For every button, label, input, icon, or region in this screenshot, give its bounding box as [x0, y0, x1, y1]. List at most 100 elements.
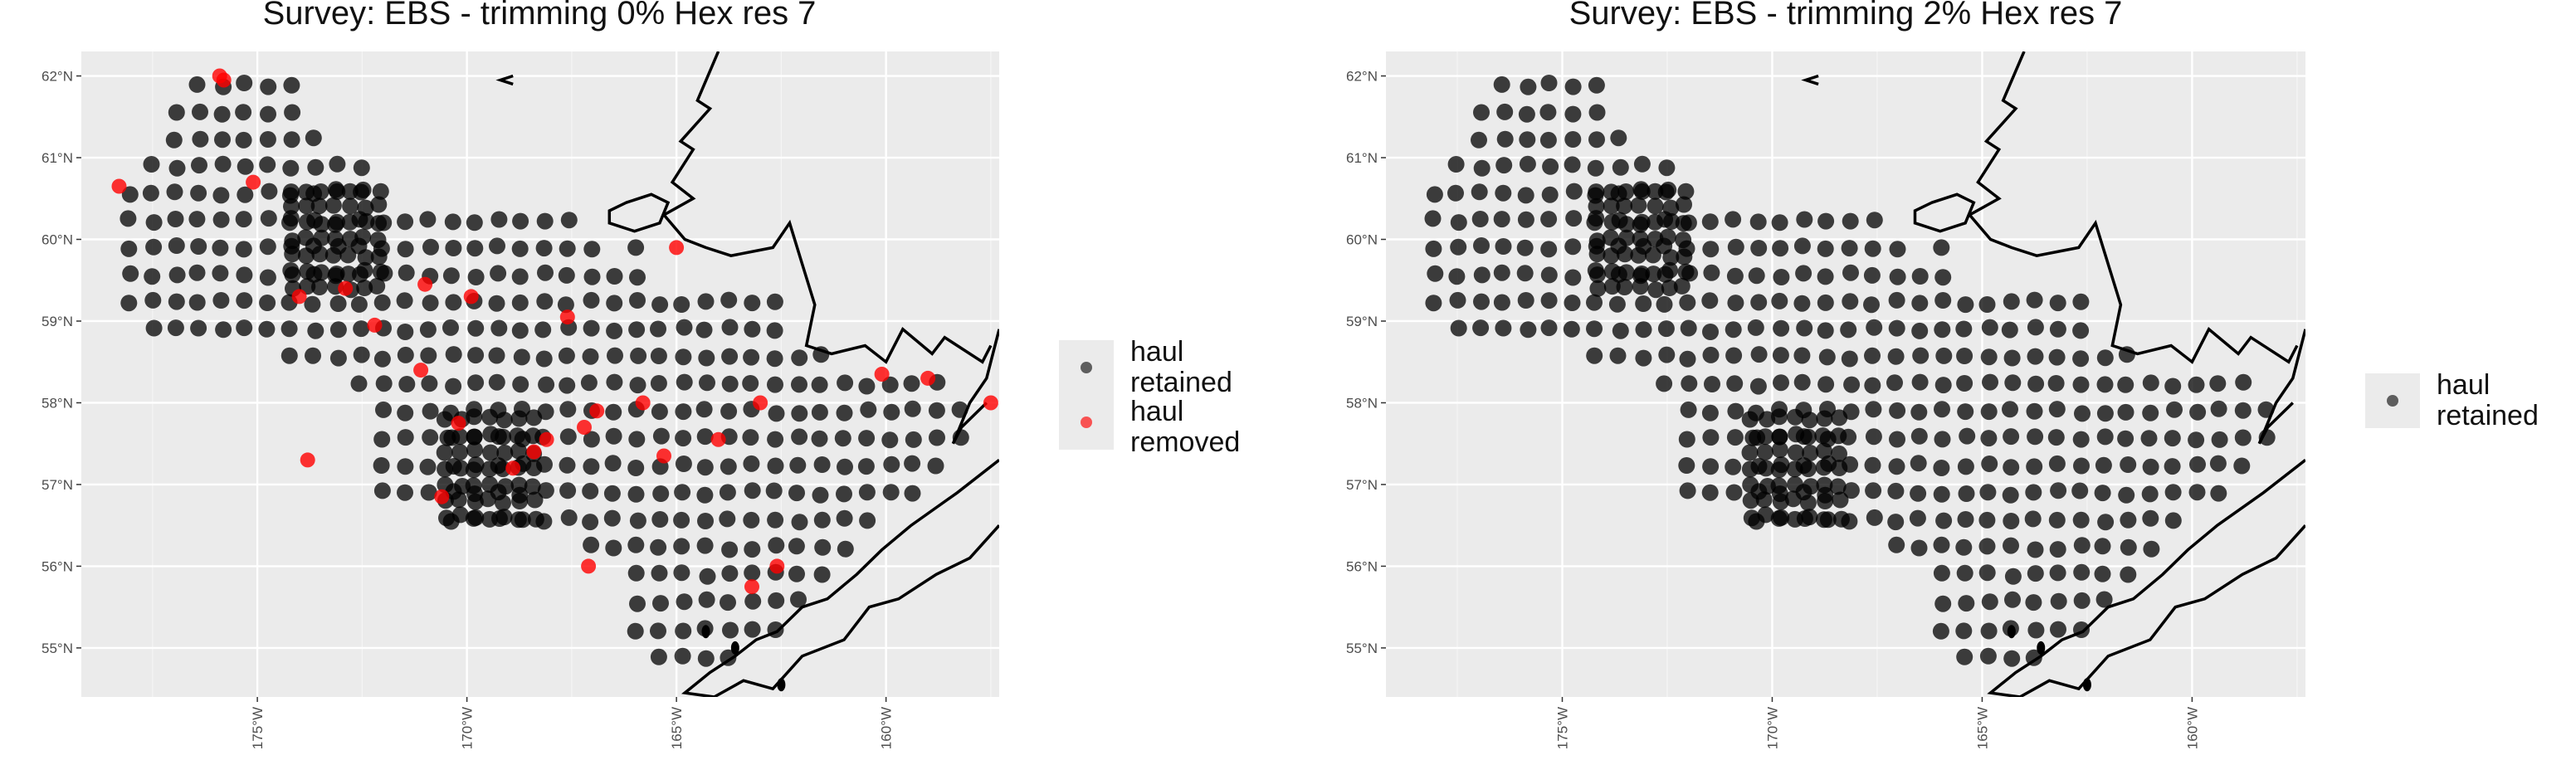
haul-removed-point [920, 370, 936, 386]
haul-retained-point [466, 441, 483, 459]
haul-retained-point [1633, 266, 1651, 282]
haul-retained-point [167, 319, 184, 337]
haul-retained-point [324, 197, 342, 214]
haul-removed-point [769, 558, 785, 574]
haul-retained-point [1493, 76, 1510, 93]
haul-retained-point [1519, 131, 1536, 149]
haul-retained-point [1832, 510, 1850, 528]
haul-retained-point [534, 321, 552, 339]
haul-removed-point [417, 276, 433, 292]
haul-retained-point [1679, 482, 1696, 499]
haul-retained-point [422, 238, 439, 256]
haul-retained-point [438, 509, 455, 527]
haul-retained-point [1887, 348, 1905, 365]
haul-retained-point [235, 104, 252, 121]
x-tick-label: 175°W [1554, 707, 1570, 749]
haul-retained-point [721, 541, 739, 558]
haul-retained-point [422, 429, 439, 446]
haul-retained-point [422, 402, 439, 420]
haul-retained-point [1644, 246, 1661, 264]
haul-retained-point [369, 231, 387, 249]
haul-retained-point [1424, 210, 1442, 227]
haul-retained-point [1742, 476, 1759, 494]
haul-retained-point [1679, 294, 1696, 311]
haul-retained-point [606, 373, 623, 391]
haul-retained-point [559, 482, 577, 499]
haul-retained-point [791, 428, 808, 446]
haul-retained-point [307, 322, 324, 339]
haul-retained-point [511, 322, 529, 339]
haul-retained-point [2120, 511, 2137, 529]
haul-retained-point [1815, 459, 1832, 476]
haul-retained-point [259, 238, 276, 256]
haul-retained-point [2211, 431, 2228, 448]
haul-retained-point [1673, 277, 1690, 295]
haul-retained-point [1909, 509, 1926, 527]
haul-retained-point [1656, 375, 1673, 392]
haul-retained-point [1657, 320, 1675, 338]
haul-retained-point [604, 455, 622, 472]
haul-retained-point [2027, 319, 2044, 336]
haul-retained-point [537, 482, 554, 499]
haul-retained-point [312, 183, 329, 200]
haul-retained-point [1448, 268, 1466, 285]
haul-retained-point [188, 264, 206, 281]
haul-retained-point [328, 266, 345, 282]
haul-retained-point [2188, 431, 2205, 449]
haul-retained-point [673, 296, 690, 313]
haul-retained-point [192, 103, 208, 120]
haul-retained-point [375, 401, 392, 418]
haul-retained-point [481, 408, 499, 426]
haul-retained-point [812, 486, 829, 504]
haul-retained-point [1802, 445, 1819, 461]
haul-retained-point [1865, 482, 1882, 499]
haul-retained-point [1587, 159, 1604, 177]
haul-retained-point [1816, 410, 1833, 427]
haul-retained-point [510, 511, 527, 529]
haul-retained-point [1588, 197, 1605, 215]
haul-retained-point [1540, 241, 1558, 258]
haul-removed-point [753, 395, 768, 411]
haul-retained-point [525, 409, 543, 426]
haul-retained-point [510, 476, 528, 494]
haul-retained-point [834, 430, 851, 447]
y-tick-label: 60°N [41, 232, 73, 248]
haul-removed-point [338, 280, 354, 296]
x-tick-label: 170°W [460, 707, 476, 749]
haul-retained-point [1887, 482, 1905, 499]
haul-retained-point [558, 266, 575, 284]
haul-retained-point [628, 321, 646, 339]
haul-retained-point [860, 401, 877, 418]
haul-retained-point [437, 476, 454, 494]
haul-retained-point [305, 129, 322, 147]
haul-retained-point [467, 269, 485, 285]
haul-retained-point [1771, 428, 1788, 446]
haul-retained-point [536, 293, 554, 310]
haul-retained-point [422, 295, 439, 312]
haul-retained-point [559, 240, 576, 257]
haul-retained-point [1702, 241, 1720, 258]
haul-retained-point [1680, 401, 1697, 418]
haul-retained-point [1612, 158, 1629, 176]
haul-retained-point [1841, 240, 1858, 257]
haul-retained-point [695, 321, 713, 339]
haul-retained-point [1450, 319, 1467, 337]
haul-retained-point [697, 293, 715, 310]
haul-retained-point [2209, 375, 2227, 392]
haul-retained-point [2189, 403, 2207, 421]
haul-retained-point [1675, 215, 1692, 232]
haul-retained-point [1447, 184, 1464, 202]
haul-retained-point [650, 538, 667, 556]
haul-retained-point [2188, 376, 2205, 393]
haul-retained-point [1955, 622, 1973, 640]
haul-retained-point [1603, 197, 1620, 215]
haul-retained-point [1817, 268, 1834, 285]
haul-retained-point [1662, 249, 1680, 266]
haul-retained-point [281, 347, 298, 364]
haul-retained-point [370, 248, 388, 266]
haul-retained-point [904, 455, 921, 472]
haul-retained-point [1742, 492, 1759, 509]
haul-retained-point [329, 295, 347, 312]
haul-retained-point [481, 510, 498, 528]
haul-retained-point [2073, 457, 2090, 475]
